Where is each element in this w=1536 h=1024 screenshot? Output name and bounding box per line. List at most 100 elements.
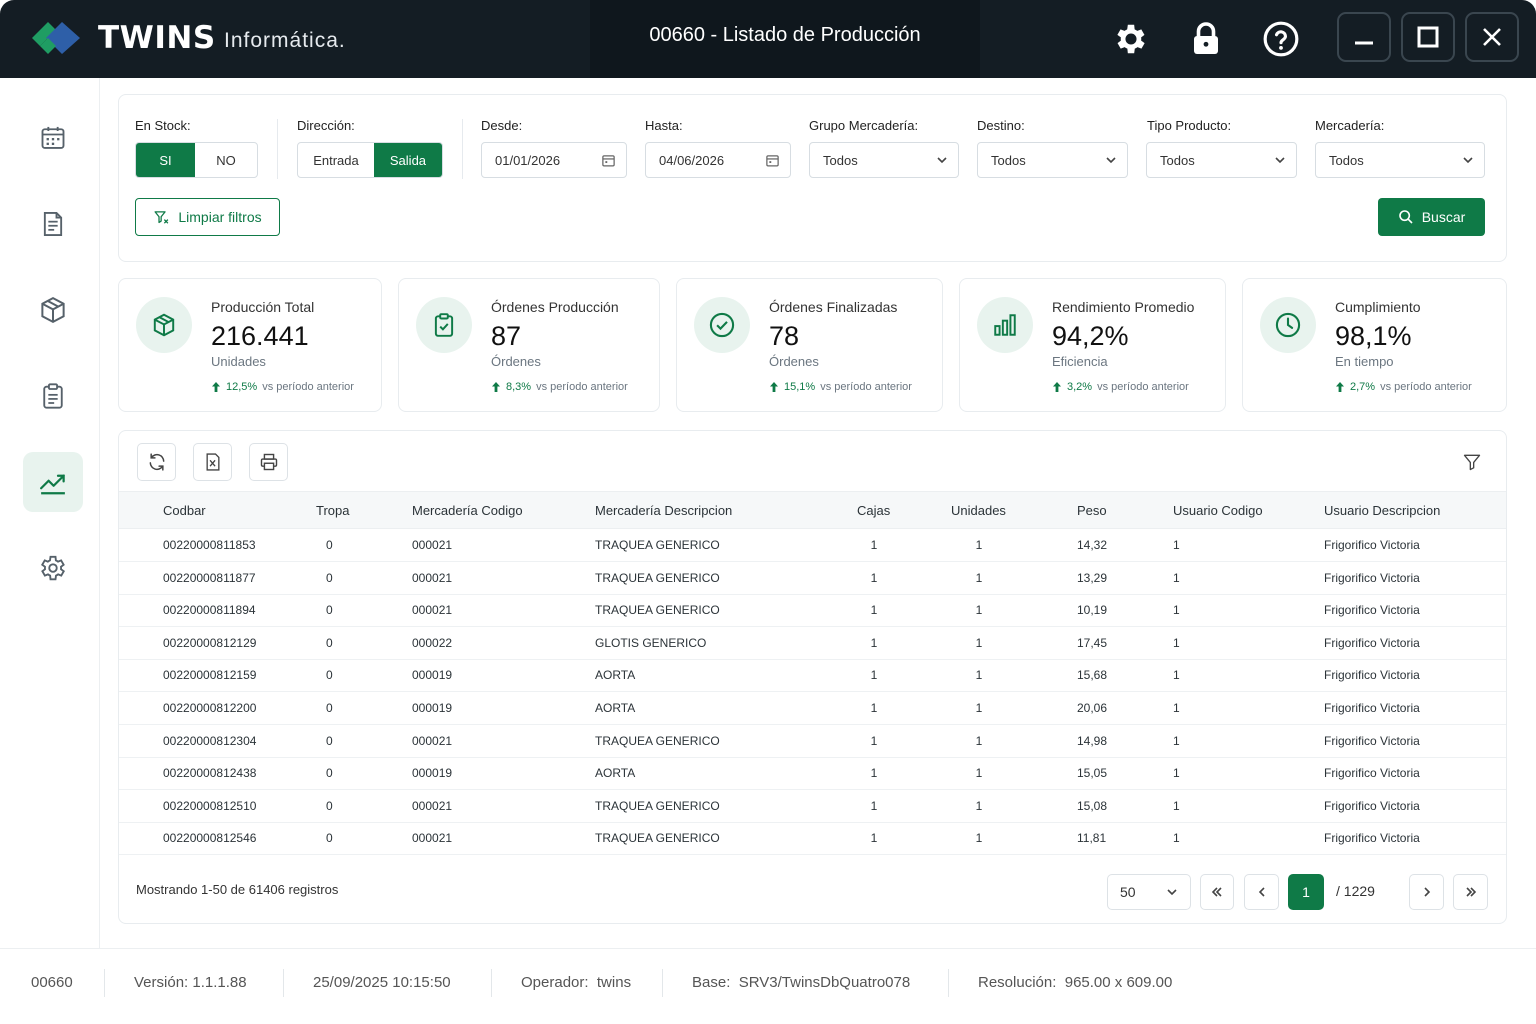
product-type-label: Tipo Producto: — [1147, 118, 1232, 133]
peso-cell: 14,98 — [1077, 733, 1108, 748]
print-button[interactable] — [249, 443, 288, 481]
direction-entrada-button[interactable]: Entrada — [313, 152, 359, 168]
refresh-icon — [149, 453, 164, 471]
cajas-cell: 1 — [870, 668, 878, 683]
codbar-cell: 00220000812200 — [163, 701, 257, 715]
sidebar-item-orders[interactable] — [23, 366, 83, 426]
table-row[interactable]: 00220000812510 0 000021 TRAQUEA GENERICO 1 1 1… — [119, 790, 1506, 823]
bar-chart-icon — [977, 297, 1033, 353]
table-row[interactable]: 00220000811877 0 000021 TRAQUEA GENERICO 1 1 1… — [119, 562, 1506, 595]
product-type-select[interactable]: Todos — [1146, 142, 1297, 178]
status-version: Versión: 1.1.1.88 — [134, 974, 247, 991]
kpi-unit: En tiempo — [1335, 354, 1394, 369]
table-row[interactable]: 00220000812546 0 000021 TRAQUEA GENERICO 1 1 1… — [119, 822, 1506, 856]
cajas-cell: 1 — [870, 701, 878, 715]
divider — [277, 119, 278, 179]
peso-cell: 13,29 — [1077, 570, 1108, 585]
column-header[interactable]: Usuario Descripcion — [1324, 503, 1441, 518]
table-row[interactable]: 00220000812438 0 000019 AORTA 1 1 15,05 1 Frigor… — [119, 757, 1506, 791]
table-row[interactable]: 00220000811853 0 000021 TRAQUEA GENERICO 1 1 1… — [119, 529, 1506, 562]
sidebar-item-settings[interactable] — [23, 538, 83, 598]
column-header[interactable]: Usuario Codigo — [1173, 503, 1263, 518]
settings-icon — [41, 555, 65, 581]
merch-desc-cell: AORTA — [595, 766, 636, 781]
column-header[interactable]: Cajas — [857, 503, 891, 518]
sidebar-item-documents[interactable] — [23, 194, 83, 254]
table-row[interactable]: 00220000812129 0 000022 GLOTIS GENERICO 1 1 17… — [119, 627, 1506, 660]
table-row[interactable]: 00220000811894 0 000021 TRAQUEA GENERICO 1 1 1… — [119, 594, 1506, 628]
unidades-cell: 1 — [975, 831, 983, 846]
export-excel-button[interactable] — [193, 443, 232, 481]
column-header[interactable]: Codbar — [163, 503, 206, 518]
peso-cell: 15,08 — [1077, 798, 1108, 813]
sidebar-item-products[interactable] — [23, 280, 83, 340]
merchandise-select[interactable]: Todos — [1315, 142, 1485, 178]
group-select[interactable]: Todos — [809, 142, 959, 178]
column-header[interactable]: Tropa — [316, 503, 350, 518]
refresh-button[interactable] — [137, 443, 176, 481]
kpi-title: Órdenes Finalizadas — [769, 299, 898, 315]
stock-yes-button[interactable]: SI — [136, 143, 196, 177]
from-date-input[interactable]: 01/01/2026 — [481, 142, 627, 178]
table-row[interactable]: 00220000812200 0 000019 AORTA 1 1 20,06 1 Frigor… — [119, 692, 1506, 725]
user-code-cell: 1 — [1173, 635, 1180, 650]
resolution-label: Resolución: — [978, 974, 1057, 991]
user-code-cell: 1 — [1173, 798, 1180, 813]
user-desc-cell: Frigorifico Victoria — [1324, 603, 1420, 618]
column-header[interactable]: Mercadería Descripcion — [595, 503, 733, 518]
unidades-cell: 1 — [975, 701, 983, 715]
chevron-left-icon — [1258, 887, 1265, 897]
calendar-icon[interactable] — [601, 153, 616, 168]
column-header[interactable]: Unidades — [951, 503, 1006, 518]
user-code-cell: 1 — [1173, 701, 1180, 715]
sidebar-item-reports[interactable] — [23, 452, 83, 512]
calendar-icon — [41, 126, 65, 149]
minimize-button[interactable] — [1337, 12, 1391, 62]
stock-toggle: SI NO — [135, 142, 258, 178]
user-code-cell: 1 — [1173, 668, 1180, 683]
kpi-value: 78 — [769, 321, 800, 351]
close-button[interactable] — [1465, 12, 1519, 62]
table-row[interactable]: 00220000812159 0 000019 AORTA 1 1 15,68 1 Frigor… — [119, 659, 1506, 693]
gear-icon[interactable] — [1106, 14, 1156, 64]
next-page-button[interactable] — [1409, 874, 1444, 910]
merchandise-label: Mercadería: — [1315, 118, 1385, 133]
merch-desc-cell: AORTA — [595, 701, 636, 715]
kpi-delta-percent: 3,2% — [1067, 381, 1093, 393]
merch-desc-cell: TRAQUEA GENERICO — [595, 538, 720, 552]
arrow-up-icon — [212, 382, 220, 392]
current-page-button[interactable]: 1 — [1288, 874, 1324, 910]
last-page-button[interactable] — [1453, 874, 1488, 910]
tropa-cell: 0 — [326, 798, 333, 813]
kpi-title: Rendimiento Promedio — [1052, 299, 1195, 315]
kpi-delta-suffix: vs período anterior — [536, 381, 628, 393]
tropa-cell: 0 — [326, 603, 333, 618]
sidebar-item-calendar[interactable] — [23, 108, 83, 168]
help-icon[interactable] — [1256, 14, 1306, 64]
first-page-button[interactable] — [1200, 874, 1234, 910]
merch-code-cell: 000019 — [412, 668, 453, 683]
direction-salida-button[interactable]: Salida — [373, 143, 442, 177]
page-size-select[interactable]: 50 — [1107, 874, 1191, 910]
kpi-value: 216.441 — [211, 321, 309, 351]
clear-filters-button[interactable]: Limpiar filtros — [135, 198, 280, 236]
check-circle-icon — [694, 297, 750, 353]
stock-no-button[interactable]: NO — [216, 152, 236, 168]
column-header[interactable]: Mercadería Codigo — [412, 503, 523, 518]
maximize-button[interactable] — [1401, 12, 1455, 62]
previous-page-button[interactable] — [1244, 874, 1279, 910]
calendar-icon[interactable] — [765, 153, 780, 168]
lock-icon[interactable] — [1181, 14, 1231, 64]
destination-select[interactable]: Todos — [977, 142, 1128, 178]
to-date-label: Hasta: — [645, 118, 683, 133]
column-header[interactable]: Peso — [1077, 503, 1107, 518]
table-row[interactable]: 00220000812304 0 000021 TRAQUEA GENERICO 1 1 1… — [119, 725, 1506, 758]
excel-icon — [206, 453, 219, 471]
search-button[interactable]: Buscar — [1378, 198, 1485, 236]
from-date-value: 01/01/2026 — [495, 152, 561, 168]
user-code-cell: 1 — [1173, 733, 1180, 748]
cajas-cell: 1 — [870, 766, 878, 781]
version-label: Versión: — [134, 974, 189, 991]
to-date-input[interactable]: 04/06/2026 — [645, 142, 791, 178]
column-filter-button[interactable] — [1459, 449, 1485, 475]
